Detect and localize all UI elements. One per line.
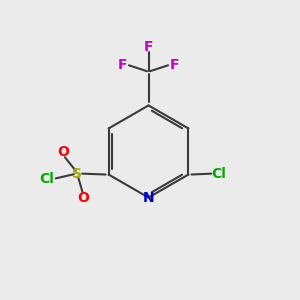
Text: O: O bbox=[77, 191, 89, 205]
Text: O: O bbox=[57, 145, 69, 159]
Text: N: N bbox=[143, 190, 154, 205]
Text: S: S bbox=[72, 167, 82, 181]
Text: F: F bbox=[144, 40, 153, 55]
Text: F: F bbox=[118, 58, 128, 72]
Text: Cl: Cl bbox=[39, 172, 54, 186]
Text: Cl: Cl bbox=[212, 167, 226, 181]
Text: F: F bbox=[169, 58, 179, 72]
